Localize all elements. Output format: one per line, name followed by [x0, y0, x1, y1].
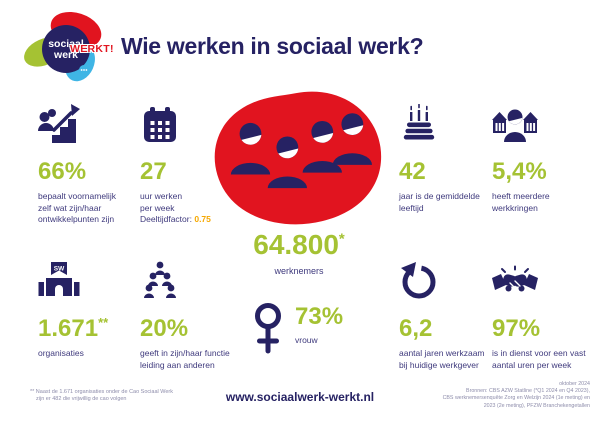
person-figures [230, 113, 372, 189]
page-title: Wie werken in sociaal werk? [121, 33, 424, 59]
multiple-workplaces-icon [492, 100, 594, 144]
employee-count: 64.800* [253, 229, 345, 260]
footnote: ** Naast de 1.671 organisaties onder de … [30, 389, 173, 402]
sources-note: oktober 2024 Bronnen: CBS AZW Statline (… [442, 381, 590, 409]
stat-value: 27 [140, 158, 167, 185]
handshake-icon [492, 257, 594, 301]
parttime-factor-value: 0.75 [194, 214, 211, 224]
stat-fixed-hours: 97% is in dienst voor een vast aantal ur… [492, 257, 594, 371]
stat-leadership: 20% geeft in zijn/haar functie leiding a… [140, 257, 242, 371]
sociaal-werk-logo: sociaal werk [24, 11, 102, 82]
stat-value: 73% [295, 303, 344, 330]
stat-description: uur werken per week Deeltijdfactor: 0.75 [140, 191, 211, 224]
stat-value: 66% [38, 158, 87, 185]
website-link[interactable]: www.sociaalwerk-werkt.nl [225, 390, 375, 404]
svg-text:SW: SW [54, 266, 65, 273]
stat-description: heeft meerdere werkkringen [492, 191, 550, 213]
logo-text-line2: werk [53, 49, 78, 61]
stat-description: jaar is de gemiddelde leeftijd [399, 191, 480, 213]
stat-value: 97% [492, 315, 541, 342]
logo-text-line1: sociaal [48, 38, 84, 50]
stat-multiple-jobs: 5,4% heeft meerdere werkkringen [492, 100, 594, 214]
stat-value: 42 [399, 158, 426, 185]
stat-description: aantal jaren werkzaam bij huidige werkge… [399, 348, 485, 370]
sw-building-icon: SW [38, 257, 140, 301]
female-icon [251, 303, 285, 355]
publication-date: oktober 2024 [559, 381, 590, 387]
stat-description: is in dienst voor een vast aantal uren p… [492, 348, 586, 370]
stat-value: 1.671** [38, 315, 109, 342]
stat-value: 20% [140, 315, 189, 342]
career-growth-icon [38, 100, 140, 144]
hierarchy-icon [140, 257, 242, 301]
employees-group-icon [214, 91, 382, 225]
stat-women-share: 73% vrouw [251, 303, 343, 355]
cycle-arrow-icon [399, 257, 501, 301]
employee-count-label: werknemers [274, 266, 324, 276]
stat-years-at-employer: 6,2 aantal jaren werkzaam bij huidige we… [399, 257, 501, 371]
stat-description: vrouw [295, 335, 318, 345]
stat-organisations: SW 1.671** organisaties [38, 257, 140, 360]
stat-average-age: 42 jaar is de gemiddelde leeftijd [399, 100, 501, 214]
stat-self-development: 66% bepaalt voornamelijk zelf wat zijn/h… [38, 100, 140, 226]
stat-hours-per-week: 27 uur werken per week Deeltijdfactor: 0… [140, 100, 242, 226]
calendar-icon [140, 100, 242, 144]
stat-value: 6,2 [399, 315, 433, 342]
stat-value: 5,4% [492, 158, 547, 185]
stat-description: geeft in zijn/haar functie leiding aan a… [140, 348, 230, 370]
logo-werkt-text: WERKT! [70, 43, 114, 55]
stat-description: bepaalt voornamelijk zelf wat zijn/haar … [38, 191, 116, 224]
birthday-cake-icon [399, 100, 501, 144]
stat-description: organisaties [38, 348, 84, 358]
